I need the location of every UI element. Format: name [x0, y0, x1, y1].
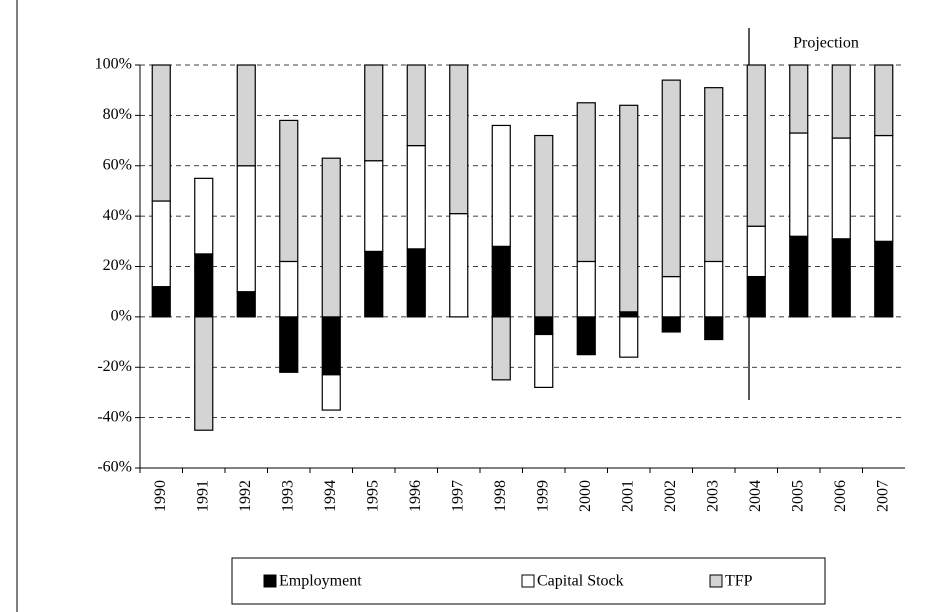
- bar-segment: [874, 64, 894, 137]
- bar-segment: [831, 137, 851, 240]
- bar-segment: [576, 316, 596, 356]
- bar-segment: [491, 245, 511, 318]
- bar-segment: [491, 124, 511, 247]
- bar-segment: [449, 213, 469, 318]
- bar-segment: [576, 102, 596, 263]
- bar-segment: [746, 64, 766, 227]
- bar-segment: [576, 260, 596, 318]
- x-tick-label: 1997: [449, 480, 466, 512]
- bar-segment: [194, 253, 214, 318]
- y-tick-label: 100%: [95, 56, 132, 73]
- bar-segment: [364, 160, 384, 252]
- bar-segment: [194, 177, 214, 255]
- legend-swatch: [521, 574, 535, 588]
- bar-segment: [789, 132, 809, 237]
- bar-segment: [321, 374, 341, 411]
- bar-segment: [746, 225, 766, 278]
- y-tick-label: 40%: [103, 207, 132, 224]
- bar-segment: [789, 235, 809, 318]
- x-tick-label: 1998: [492, 480, 509, 512]
- y-tick-label: 80%: [103, 106, 132, 123]
- bar-segment: [491, 316, 511, 381]
- x-tick-label: 2006: [832, 480, 849, 512]
- bar-segment: [236, 291, 256, 318]
- bar-segment: [534, 333, 554, 389]
- bar-segment: [364, 64, 384, 162]
- bar-segment: [406, 64, 426, 147]
- legend-swatch: [709, 574, 723, 588]
- x-tick-label: 1993: [279, 480, 296, 512]
- bar-segment: [619, 104, 639, 313]
- y-tick-label: -40%: [97, 408, 132, 425]
- x-tick-label: 1991: [194, 480, 211, 512]
- bar-segment: [151, 286, 171, 318]
- bar-segment: [704, 260, 724, 318]
- x-tick-label: 2007: [874, 480, 891, 512]
- x-tick-label: 2004: [747, 480, 764, 512]
- legend-swatch: [263, 574, 277, 588]
- bar-segment: [364, 250, 384, 318]
- bar-segment: [236, 165, 256, 293]
- bar-segment: [661, 316, 681, 333]
- bar-segment: [874, 134, 894, 242]
- bar-segment: [661, 79, 681, 278]
- x-tick-label: 1996: [407, 480, 424, 512]
- y-tick-label: -20%: [97, 358, 132, 375]
- bar-segment: [406, 248, 426, 318]
- bar-segment: [661, 275, 681, 318]
- bar-segment: [279, 119, 299, 263]
- x-tick-label: 2005: [789, 480, 806, 512]
- bar-segment: [236, 64, 256, 167]
- bar-segment: [831, 64, 851, 139]
- bar-segment: [279, 260, 299, 318]
- x-tick-label: 2001: [619, 480, 636, 512]
- bar-segment: [406, 145, 426, 250]
- bar-segment: [151, 64, 171, 202]
- x-tick-label: 1992: [237, 480, 254, 512]
- bar-segment: [619, 316, 639, 358]
- bar-segment: [789, 64, 809, 134]
- x-tick-label: 1999: [534, 480, 551, 512]
- legend-label: Employment: [279, 573, 362, 590]
- x-tick-label: 2002: [662, 480, 679, 512]
- y-tick-label: 0%: [111, 308, 132, 325]
- legend-label: TFP: [725, 573, 753, 590]
- bar-segment: [874, 240, 894, 318]
- legend-label: Capital Stock: [537, 573, 624, 590]
- bar-segment: [279, 316, 299, 373]
- bar-segment: [619, 311, 639, 318]
- x-tick-label: 2000: [577, 480, 594, 512]
- bar-segment: [194, 316, 214, 431]
- bar-segment: [704, 87, 724, 263]
- bar-segment: [321, 157, 341, 318]
- bar-segment: [704, 316, 724, 341]
- bar-segment: [449, 64, 469, 215]
- bar-segment: [151, 200, 171, 288]
- bar-segment: [534, 134, 554, 318]
- y-tick-label: 60%: [103, 156, 132, 173]
- x-tick-label: 2003: [704, 480, 721, 512]
- bar-segment: [321, 316, 341, 376]
- bar-segment: [746, 275, 766, 318]
- y-tick-label: -60%: [97, 459, 132, 476]
- y-tick-label: 20%: [103, 257, 132, 274]
- annotation: Projection: [793, 35, 859, 52]
- x-tick-label: 1994: [322, 480, 339, 512]
- x-tick-label: 1995: [364, 480, 381, 512]
- bar-segment: [831, 238, 851, 318]
- x-tick-label: 1990: [152, 480, 169, 512]
- bar-segment: [534, 316, 554, 336]
